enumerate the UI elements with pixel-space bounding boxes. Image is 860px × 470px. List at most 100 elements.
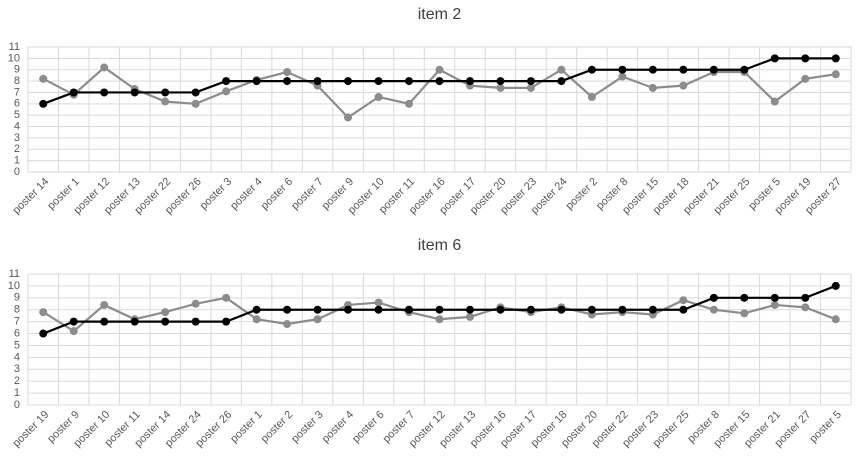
- data-point: [39, 329, 48, 338]
- data-point: [283, 305, 292, 314]
- data-point: [740, 309, 749, 318]
- y-tick-label: 4: [14, 120, 20, 132]
- data-point: [252, 77, 261, 86]
- data-point: [679, 296, 688, 305]
- data-point: [831, 54, 840, 63]
- chart-title: item 6: [418, 237, 462, 254]
- data-point: [161, 88, 170, 97]
- x-tick-label: poster 4: [320, 409, 357, 446]
- data-point: [161, 308, 170, 317]
- x-tick-label: poster 2: [259, 409, 296, 446]
- data-point: [709, 305, 718, 314]
- data-point: [313, 305, 322, 314]
- data-point: [191, 317, 200, 326]
- data-point: [831, 70, 840, 79]
- data-point: [100, 300, 109, 309]
- y-tick-label: 7: [14, 86, 20, 98]
- data-point: [496, 83, 505, 92]
- data-point: [618, 65, 627, 74]
- data-point: [161, 317, 170, 326]
- y-tick-label: 2: [14, 375, 20, 387]
- data-point: [344, 113, 353, 122]
- y-tick-label: 3: [14, 363, 20, 375]
- data-point: [283, 320, 292, 329]
- data-point: [405, 305, 414, 314]
- data-point: [222, 77, 231, 86]
- data-point: [496, 77, 505, 86]
- data-point: [130, 88, 139, 97]
- data-point: [405, 99, 414, 108]
- data-point: [526, 305, 535, 314]
- data-point: [405, 77, 414, 86]
- data-point: [770, 300, 779, 309]
- y-tick-label: 11: [9, 41, 20, 53]
- y-tick-label: 8: [14, 75, 20, 87]
- data-point: [69, 317, 78, 326]
- data-point: [801, 293, 810, 302]
- y-tick-label: 10: [8, 280, 20, 292]
- data-point: [557, 65, 566, 74]
- y-tick-label: 7: [14, 316, 20, 328]
- data-point: [648, 305, 657, 314]
- y-tick-label: 3: [14, 132, 20, 144]
- data-point: [313, 315, 322, 324]
- data-point: [801, 303, 810, 312]
- data-point: [679, 305, 688, 314]
- data-point: [39, 99, 48, 108]
- data-point: [709, 65, 718, 74]
- data-point: [587, 305, 596, 314]
- data-point: [587, 65, 596, 74]
- x-tick-label: poster 5: [807, 409, 844, 446]
- y-tick-label: 2: [14, 143, 20, 155]
- data-point: [587, 93, 596, 101]
- y-tick-label: 4: [14, 351, 20, 363]
- data-point: [465, 77, 474, 86]
- data-point: [831, 281, 840, 290]
- data-point: [770, 293, 779, 302]
- data-point: [222, 293, 231, 302]
- data-point: [222, 317, 231, 326]
- data-point: [191, 99, 200, 108]
- data-point: [618, 305, 627, 314]
- data-point: [648, 83, 657, 92]
- data-point: [374, 77, 383, 86]
- y-tick-label: 9: [14, 64, 20, 76]
- chart-title: item 2: [418, 6, 462, 23]
- data-point: [344, 305, 353, 314]
- data-point: [69, 88, 78, 97]
- data-point: [648, 65, 657, 74]
- x-tick-label: poster 2: [563, 176, 600, 213]
- data-point: [161, 97, 170, 106]
- data-point: [526, 83, 535, 92]
- data-point: [435, 77, 444, 86]
- y-tick-label: 5: [14, 339, 20, 351]
- data-point: [222, 87, 231, 96]
- data-point: [770, 54, 779, 63]
- data-point: [374, 305, 383, 314]
- y-tick-label: 5: [14, 109, 20, 121]
- data-point: [801, 54, 810, 63]
- data-point: [465, 312, 474, 321]
- data-point: [679, 81, 688, 90]
- x-tick-label: poster 4: [228, 176, 265, 213]
- data-point: [679, 65, 688, 74]
- data-point: [557, 305, 566, 314]
- data-point: [283, 77, 292, 86]
- data-point: [435, 305, 444, 314]
- data-point: [770, 97, 779, 106]
- data-point: [435, 315, 444, 324]
- data-point: [374, 93, 383, 101]
- x-tick-label: poster 3: [289, 409, 326, 446]
- x-tick-label: poster 1: [228, 409, 265, 446]
- x-tick-label: poster 19: [10, 409, 51, 450]
- data-point: [831, 315, 840, 324]
- data-point: [39, 74, 48, 83]
- data-point: [100, 88, 109, 97]
- data-point: [374, 298, 383, 307]
- data-point: [252, 315, 261, 324]
- data-point: [740, 65, 749, 74]
- data-point: [618, 72, 627, 81]
- y-tick-label: 9: [14, 292, 20, 304]
- data-point: [100, 63, 109, 72]
